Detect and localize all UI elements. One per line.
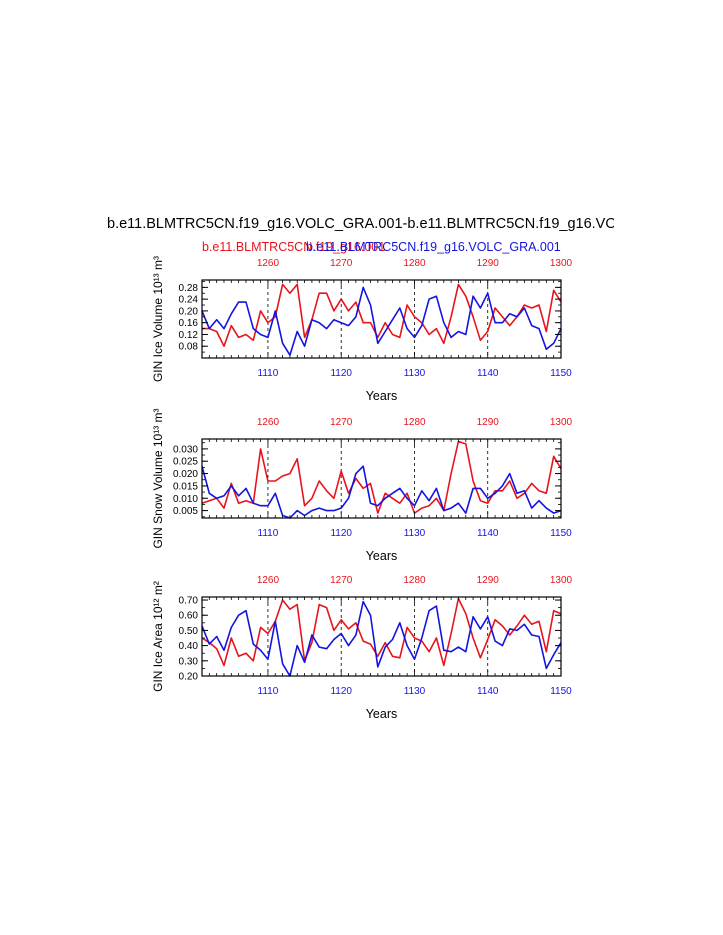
x-top-tick-label: 1260 [257,258,280,269]
x-bottom-tick-label: 1130 [404,528,426,539]
x-bottom-tick-label: 1120 [330,368,352,379]
x-top-tick-label: 1270 [330,258,353,269]
x-bottom-tick-label: 1150 [550,528,572,539]
legend-label-red: b.e11.BLMTRC5CN.f19_g16.001 [202,240,386,254]
y-tick-label: 0.010 [173,494,198,505]
x-top-tick-label: 1290 [477,417,500,428]
series-line-red [202,283,562,348]
x-top-tick-label: 1300 [550,575,573,586]
y-tick-label: 0.16 [179,318,199,329]
x-bottom-tick-label: 1150 [550,368,572,379]
x-bottom-tick-label: 1120 [330,686,352,697]
plot-frame [201,279,562,359]
y-tick-label: 0.005 [173,506,198,517]
chart-panel-3: 0.20 0.30 0.40 0.50 0.60 0.70 1110 1120 1130 1140… [151,575,573,721]
x-top-tick-label: 1280 [403,575,426,586]
x-top-tick-label: 1260 [257,575,280,586]
y-tick-label: 0.030 [173,444,198,455]
chart-panel-1: 0.080.120.160.200.240.28 1110 1120 1130 1140… [151,256,573,403]
x-top-tick-label: 1260 [257,417,280,428]
y-tick-label: 0.20 [179,306,199,317]
x-top-tick-label: 1290 [477,258,500,269]
x-axis-label: Years [366,389,398,403]
y-tick-label: 0.40 [179,641,199,652]
x-axis-label: Years [366,707,398,721]
x-bottom-tick-label: 1140 [477,368,499,379]
x-bottom-tick-label: 1140 [477,686,499,697]
x-top-tick-label: 1290 [477,575,500,586]
y-tick-label: 0.020 [173,469,198,480]
y-tick-label: 0.60 [179,611,199,622]
x-bottom-tick-label: 1120 [330,528,352,539]
x-axis-label: Years [366,549,398,563]
x-bottom-tick-label: 1110 [258,686,279,697]
y-tick-label: 0.12 [179,330,199,341]
y-tick-label: 0.50 [179,626,199,637]
y-axis-label: GIN Ice Volume 10¹³ m³ [151,256,165,382]
x-top-tick-label: 1300 [550,417,573,428]
x-bottom-tick-label: 1130 [404,686,426,697]
x-top-tick-label: 1300 [550,258,573,269]
x-bottom-tick-label: 1110 [258,528,279,539]
x-top-tick-label: 1280 [403,258,426,269]
y-tick-label: 0.30 [179,656,199,667]
figure-title: b.e11.BLMTRC5CN.f19_g16.VOLC_GRA.001-b.e… [107,216,614,232]
x-bottom-tick-label: 1130 [404,368,426,379]
y-tick-label: 0.08 [179,342,199,353]
series-line-blue [201,286,562,356]
x-bottom-tick-label: 1140 [477,528,499,539]
series-line-blue [201,600,562,677]
y-axis-label: GIN Snow Volume 10¹³ m³ [151,408,165,548]
y-axis-label: GIN Ice Area 10¹² m² [151,581,165,692]
x-bottom-tick-label: 1110 [258,368,279,379]
x-top-tick-label: 1270 [330,417,353,428]
y-tick-label: 0.20 [179,672,199,683]
y-tick-label: 0.70 [179,596,199,607]
series-line-blue [201,465,562,519]
x-top-tick-label: 1280 [403,417,426,428]
series-line-red [201,597,562,667]
y-tick-label: 0.24 [179,295,199,306]
series-line-red [201,440,562,514]
plot-frame [201,438,562,519]
y-tick-label: 0.28 [179,283,199,294]
legend-label-blue: b.e11.BLMTRC5CN.f19_g16.VOLC_GRA.001 [306,240,561,254]
x-top-tick-label: 1270 [330,575,353,586]
x-bottom-tick-label: 1150 [550,686,572,697]
y-tick-label: 0.015 [173,481,198,492]
y-tick-label: 0.025 [173,457,198,468]
plot-frame [201,596,562,677]
